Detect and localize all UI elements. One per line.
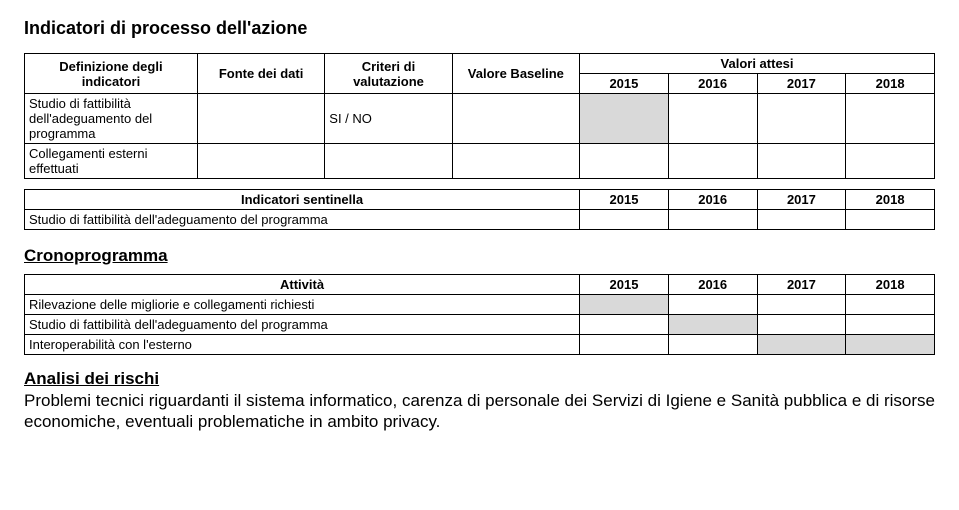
col-header-2017: 2017 (757, 275, 846, 295)
table-row: Studio di fattibilità dell'adeguamento d… (25, 94, 935, 144)
col-header-criteri: Criteri di valutazione (325, 54, 452, 94)
table-row: Studio di fattibilità dell'adeguamento d… (25, 315, 935, 335)
col-header-baseline: Valore Baseline (452, 54, 579, 94)
col-header-2015: 2015 (580, 190, 669, 210)
cell-2016 (668, 94, 757, 144)
cell-baseline (452, 94, 579, 144)
cell-2018 (846, 210, 935, 230)
cell-2016 (668, 335, 757, 355)
cell-2015 (580, 295, 669, 315)
cell-2017 (757, 94, 846, 144)
cell-2016 (668, 144, 757, 179)
section-title: Indicatori di processo dell'azione (24, 18, 935, 39)
cell-2015 (580, 315, 669, 335)
row-label: Studio di fattibilità dell'adeguamento d… (25, 315, 580, 335)
row-label: Interoperabilità con l'esterno (25, 335, 580, 355)
cell-2015 (580, 210, 669, 230)
cronoprogramma-table: Attività 2015 2016 2017 2018 Rilevazione… (24, 274, 935, 355)
cell-2017 (757, 144, 846, 179)
sentinella-table: Indicatori sentinella 2015 2016 2017 201… (24, 189, 935, 230)
cell-2018 (846, 94, 935, 144)
row-label: Collegamenti esterni effettuati (25, 144, 198, 179)
table-row: Interoperabilità con l'esterno (25, 335, 935, 355)
table-row: Studio di fattibilità dell'adeguamento d… (25, 210, 935, 230)
cell-2016 (668, 210, 757, 230)
cronoprogramma-title: Cronoprogramma (24, 246, 935, 266)
cell-2016 (668, 295, 757, 315)
col-header-definition: Definizione degli indicatori (25, 54, 198, 94)
col-header-2017: 2017 (757, 74, 846, 94)
col-header-2016: 2016 (668, 74, 757, 94)
cell-2015 (580, 94, 669, 144)
col-header-attivita: Attività (25, 275, 580, 295)
table-row: Indicatori sentinella 2015 2016 2017 201… (25, 190, 935, 210)
col-header-2018: 2018 (846, 275, 935, 295)
risks-title: Analisi dei rischi (24, 369, 935, 389)
cell-2017 (757, 335, 846, 355)
cell-baseline (452, 144, 579, 179)
cell-2018 (846, 295, 935, 315)
col-header-2017: 2017 (757, 190, 846, 210)
table-row: Collegamenti esterni effettuati (25, 144, 935, 179)
cell-2015 (580, 335, 669, 355)
row-label: Rilevazione delle migliorie e collegamen… (25, 295, 580, 315)
cell-2018 (846, 315, 935, 335)
col-header-2016: 2016 (668, 275, 757, 295)
col-header-valori-attesi: Valori attesi (580, 54, 935, 74)
table-row: Rilevazione delle migliorie e collegamen… (25, 295, 935, 315)
col-header-2018: 2018 (846, 190, 935, 210)
col-header-sentinella: Indicatori sentinella (25, 190, 580, 210)
cell-2017 (757, 295, 846, 315)
col-header-2015: 2015 (580, 74, 669, 94)
cell-2017 (757, 315, 846, 335)
col-header-fonte: Fonte dei dati (197, 54, 324, 94)
col-header-2016: 2016 (668, 190, 757, 210)
col-header-2018: 2018 (846, 74, 935, 94)
cell-2018 (846, 335, 935, 355)
row-label: Studio di fattibilità dell'adeguamento d… (25, 94, 198, 144)
indicators-table: Definizione degli indicatori Fonte dei d… (24, 53, 935, 179)
table-row: Attività 2015 2016 2017 2018 (25, 275, 935, 295)
risks-body: Problemi tecnici riguardanti il sistema … (24, 391, 935, 432)
cell-2017 (757, 210, 846, 230)
cell-fonte (197, 144, 324, 179)
cell-criteri: SI / NO (325, 94, 452, 144)
cell-2016 (668, 315, 757, 335)
cell-criteri (325, 144, 452, 179)
col-header-2015: 2015 (580, 275, 669, 295)
row-label: Studio di fattibilità dell'adeguamento d… (25, 210, 580, 230)
cell-fonte (197, 94, 324, 144)
table-row: Definizione degli indicatori Fonte dei d… (25, 54, 935, 74)
cell-2018 (846, 144, 935, 179)
cell-2015 (580, 144, 669, 179)
